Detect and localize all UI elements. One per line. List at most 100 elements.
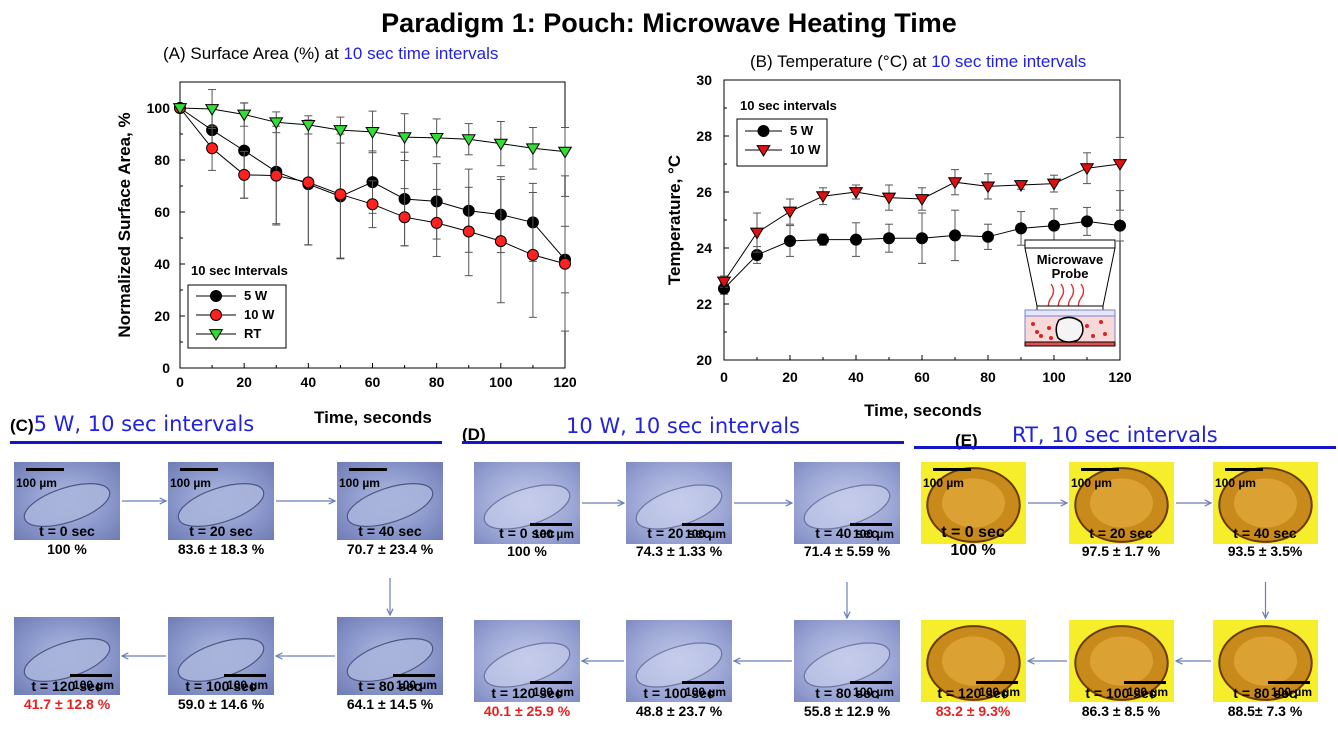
area-value: 59.0 ± 14.6 % xyxy=(177,696,265,712)
arrow-head xyxy=(274,652,283,660)
panel-d-heading: 10 W, 10 sec intervals xyxy=(566,413,800,439)
crystal-outline xyxy=(23,483,111,527)
arrow-head xyxy=(386,608,394,617)
data-point xyxy=(850,233,862,246)
arrow-head xyxy=(1026,657,1035,665)
time-label: t = 0 sec xyxy=(941,524,1005,541)
data-point xyxy=(848,187,864,199)
legend-marker xyxy=(756,145,771,157)
data-point xyxy=(462,225,475,238)
sequence-arrow xyxy=(582,499,626,507)
scale-bar-label: 100 µm xyxy=(685,685,726,699)
panel-c-heading: (C)5 W, 10 sec intervals xyxy=(10,411,254,437)
data-point xyxy=(172,103,188,115)
data-point xyxy=(366,198,379,211)
micrograph-caption: t = 80 sec 55.8 ± 12.9 % xyxy=(777,684,917,720)
data-point xyxy=(302,176,315,189)
area-value: 100 % xyxy=(47,541,87,557)
legend-marker xyxy=(210,309,222,321)
panel-d-title: 10 W, 10 sec intervals xyxy=(566,414,800,438)
arrow-head xyxy=(843,611,851,620)
scale-bar-label: 100 µm xyxy=(979,685,1020,699)
y-axis-label: Normalized Surface Area, % xyxy=(115,112,134,337)
x-axis-label: Time, seconds xyxy=(314,408,432,427)
x-tick-label: 60 xyxy=(365,374,381,390)
data-point xyxy=(429,132,444,145)
time-label: t = 120 sec xyxy=(491,685,563,701)
time-label: t = 40 sec xyxy=(1233,525,1297,541)
micrograph-caption: t = 40 sec 93.5 ± 3.5% xyxy=(1195,524,1335,560)
scale-bar xyxy=(224,674,266,677)
series-10-w xyxy=(716,136,1128,289)
arrow-head xyxy=(617,499,626,507)
sequence-arrow xyxy=(732,657,792,665)
micrograph-caption: t = 120 sec 83.2 ± 9.3% xyxy=(903,684,1043,720)
data-point xyxy=(817,233,829,246)
scale-bar xyxy=(682,681,724,684)
chart-b-title: (B) Temperature (°C) at 10 sec time inte… xyxy=(750,52,1086,72)
data-point xyxy=(1048,219,1060,232)
sequence-arrow xyxy=(580,657,624,665)
crystal-outline xyxy=(177,483,265,527)
panel-e-heading: RT, 10 sec intervals xyxy=(1012,422,1218,448)
series-5-w xyxy=(718,206,1126,295)
scale-bar-label: 100 µm xyxy=(853,527,894,541)
data-point xyxy=(557,146,573,159)
scale-bar-label: 100 µm xyxy=(73,678,114,692)
panel-e-title: RT, 10 sec intervals xyxy=(1012,423,1218,447)
arrow-head xyxy=(328,497,337,505)
scale-bar-label: 100 µm xyxy=(923,476,964,490)
arrow-head xyxy=(1060,499,1069,507)
area-value: 88.5± 7.3 % xyxy=(1227,703,1303,719)
legend-title: 10 sec intervals xyxy=(740,98,837,113)
data-point xyxy=(749,227,765,240)
particle-dot xyxy=(1091,334,1095,338)
micrograph-caption: t = 120 sec 40.1 ± 25.9 % xyxy=(457,684,597,720)
chart-a-title: (A) Surface Area (%) at 10 sec time inte… xyxy=(163,44,498,64)
sequence-arrow xyxy=(274,652,335,660)
x-tick-label: 120 xyxy=(553,374,577,390)
data-point xyxy=(1079,163,1095,176)
panel-c-rule xyxy=(10,441,442,444)
data-point xyxy=(525,143,541,156)
y-tick-label: 100 xyxy=(147,100,171,116)
data-point xyxy=(206,142,219,155)
data-point xyxy=(236,109,252,122)
crystal-core xyxy=(1234,478,1297,528)
sequence-arrow xyxy=(1028,499,1069,507)
area-value: 100 % xyxy=(507,543,547,559)
data-point xyxy=(1114,219,1126,232)
y-tick-label: 20 xyxy=(154,308,170,324)
scale-bar-label: 100 µm xyxy=(533,527,574,541)
area-value: 83.2 ± 9.3% xyxy=(935,703,1011,719)
micrograph-image: 100 µm xyxy=(626,620,732,702)
chart-a-title-suffix: 10 sec time intervals xyxy=(343,44,499,63)
micrograph-image: 100 µm xyxy=(921,620,1026,702)
surface-area-chart: 0 20 40 60 80 100 120 0 20 40 60 80 100 Time, seconds… xyxy=(115,81,577,427)
sequence-arrow xyxy=(734,499,794,507)
micrograph-image: 100 µm xyxy=(168,462,274,540)
legend-label: 10 W xyxy=(244,307,275,322)
y-axis-label: Temperature, °C xyxy=(665,155,684,285)
panel-c-title: 5 W, 10 sec intervals xyxy=(33,412,255,436)
scale-bar-label: 100 µm xyxy=(227,678,268,692)
data-point xyxy=(883,232,895,245)
time-label: t = 100 sec xyxy=(643,685,715,701)
arrow-head xyxy=(785,499,794,507)
data-point xyxy=(782,206,798,219)
micrograph-image: 100 µm xyxy=(168,617,274,695)
data-point xyxy=(398,211,411,224)
data-point xyxy=(1015,222,1027,235)
area-value: 100 % xyxy=(950,542,996,559)
data-point xyxy=(784,235,796,247)
data-point xyxy=(1081,215,1093,228)
data-point xyxy=(334,188,347,201)
x-tick-label: 20 xyxy=(782,369,798,385)
x-tick-label: 80 xyxy=(980,369,996,385)
area-value: 83.6 ± 18.3 % xyxy=(177,541,265,557)
panel-d-rule xyxy=(462,441,904,444)
micrograph-image: 100 µm xyxy=(1213,620,1318,702)
micrograph-caption: t = 0 sec 100 % xyxy=(903,524,1043,560)
crystal xyxy=(1055,316,1084,343)
data-point xyxy=(494,235,507,248)
